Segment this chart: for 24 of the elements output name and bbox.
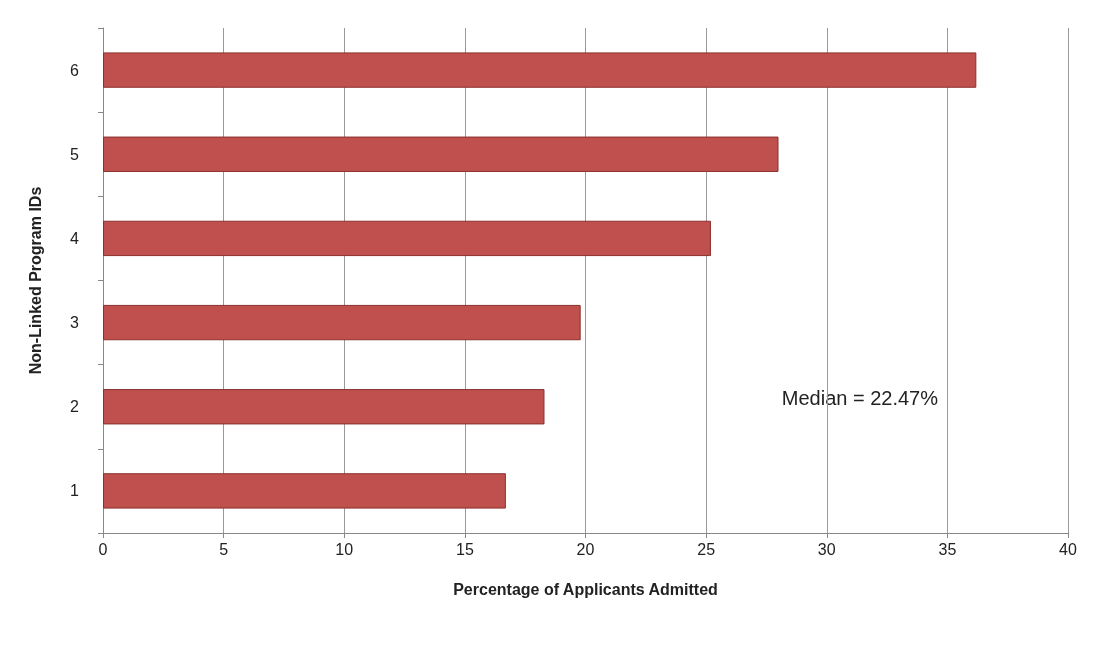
bar	[103, 52, 977, 88]
x-tick-label: 40	[1059, 540, 1077, 558]
x-tick-label: 25	[697, 540, 716, 558]
bar	[103, 304, 581, 341]
x-tick-label: 20	[576, 540, 595, 558]
x-tick-label: 15	[455, 540, 474, 558]
y-tick-label: 5	[70, 145, 80, 163]
annotation: Median = 22.47%	[781, 387, 939, 409]
y-tick-label: 3	[70, 314, 80, 332]
y-tick-label: 1	[70, 482, 80, 500]
x-tick-label: 10	[335, 540, 354, 558]
bar	[103, 473, 506, 509]
y-axis-title: Non-Linked Program IDs	[26, 186, 44, 375]
x-tick-label: 0	[98, 540, 108, 558]
x-tick-label: 5	[219, 540, 229, 558]
y-tick-label: 2	[70, 398, 80, 416]
bar	[103, 136, 779, 172]
x-tick-label: 35	[938, 540, 957, 558]
bar	[103, 389, 545, 425]
bar	[103, 220, 711, 257]
y-tick-label: 4	[70, 229, 80, 247]
x-axis-title: Percentage of Applicants Admitted	[453, 580, 718, 598]
x-tick-label: 30	[817, 540, 836, 558]
y-tick-label: 6	[70, 61, 80, 79]
